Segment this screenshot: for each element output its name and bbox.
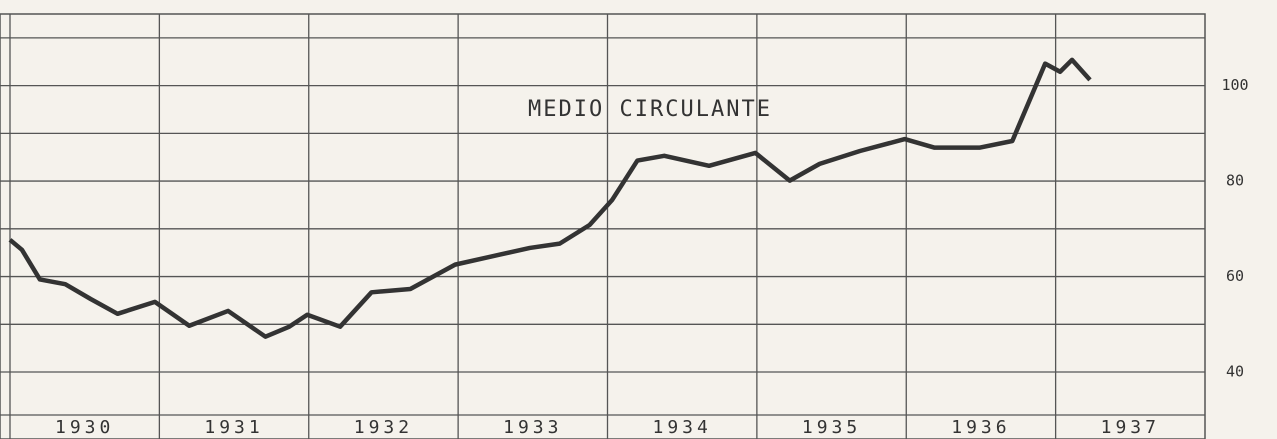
x-tick-label: 1935 [802, 417, 861, 438]
y-tick-label: 40 [1226, 363, 1244, 381]
chart-title: MEDIO CIRCULANTE [528, 97, 772, 122]
x-tick-label: 1930 [55, 417, 114, 438]
y-tick-label: 60 [1226, 267, 1244, 285]
y-tick-label: 100 [1221, 76, 1248, 94]
x-tick-label: 1934 [653, 417, 712, 438]
plot-frame [0, 13, 1206, 439]
data-line [8, 57, 1092, 339]
x-tick-label: 1936 [951, 417, 1010, 438]
y-tick-label: 80 [1226, 172, 1244, 190]
x-tick-label: 1932 [354, 417, 413, 438]
x-tick-label: 1933 [503, 417, 562, 438]
x-tick-label: 1937 [1101, 417, 1160, 438]
x-tick-label: 1931 [204, 417, 263, 438]
